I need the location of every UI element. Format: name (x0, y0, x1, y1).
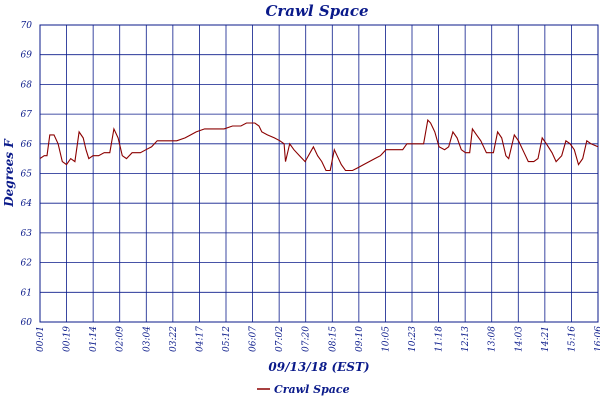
x-tick-label: 03:22 (169, 326, 179, 352)
y-tick-label: 68 (21, 80, 33, 90)
y-tick-label: 67 (21, 110, 33, 120)
y-tick-label: 64 (21, 199, 33, 209)
y-tick-label: 70 (21, 21, 33, 31)
x-tick-label: 01:14 (89, 326, 99, 352)
x-tick-label: 04:17 (195, 326, 205, 352)
chart-title: Crawl Space (265, 2, 368, 20)
legend-label: Crawl Space (274, 383, 350, 396)
y-tick-label: 69 (21, 51, 33, 61)
x-tick-label: 02:09 (116, 326, 126, 352)
x-tick-label: 08:15 (328, 326, 338, 352)
x-tick-label: 12:13 (461, 326, 471, 352)
x-tick-label: 15:16 (567, 326, 577, 352)
y-axis-ticks: 60 61 62 63 64 65 66 67 68 69 70 (21, 21, 33, 328)
x-tick-label: 14:21 (541, 326, 551, 352)
legend: Crawl Space (257, 383, 350, 396)
x-tick-label: 07:20 (302, 326, 312, 352)
x-tick-label: 06:07 (249, 326, 259, 352)
y-tick-label: 60 (21, 318, 33, 328)
x-tick-label: 00:01 (36, 326, 46, 352)
x-tick-label: 10:23 (408, 326, 418, 352)
x-tick-label: 07:02 (275, 326, 285, 352)
y-tick-label: 63 (21, 229, 33, 239)
x-tick-label: 10:05 (381, 326, 391, 352)
chart-grid (40, 24, 598, 323)
series-line-crawl-space (39, 118, 599, 172)
y-tick-label: 65 (21, 170, 33, 180)
y-tick-label: 62 (21, 259, 33, 269)
x-tick-label: 14:03 (514, 326, 524, 352)
y-tick-label: 61 (21, 288, 32, 298)
x-axis-label: 09/13/18 (EST) (268, 360, 369, 374)
plot-frame (39, 24, 599, 323)
x-tick-label: 11:18 (435, 326, 445, 352)
x-tick-label: 00:19 (63, 326, 73, 352)
y-axis-label: Degrees F (2, 138, 16, 208)
x-tick-label: 13:08 (488, 326, 498, 352)
y-tick-label: 66 (21, 140, 33, 150)
x-tick-label: 09:10 (355, 326, 365, 352)
x-tick-label: 16:06 (594, 326, 600, 352)
x-tick-label: 05:12 (222, 326, 232, 352)
x-axis-ticks: 00:01 00:19 01:14 02:09 03:04 03:22 04:17 05:12… (36, 326, 600, 352)
x-tick-label: 03:04 (142, 326, 152, 352)
